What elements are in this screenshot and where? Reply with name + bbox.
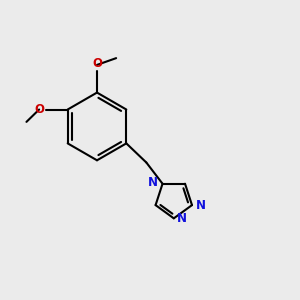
- Text: N: N: [148, 176, 158, 189]
- Text: O: O: [92, 57, 102, 70]
- Text: O: O: [34, 103, 44, 116]
- Text: N: N: [196, 199, 206, 212]
- Text: N: N: [177, 212, 187, 225]
